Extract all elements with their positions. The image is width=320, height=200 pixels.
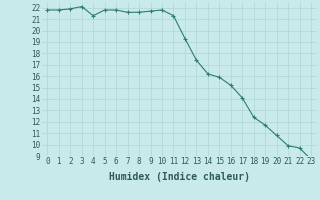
- X-axis label: Humidex (Indice chaleur): Humidex (Indice chaleur): [109, 172, 250, 182]
